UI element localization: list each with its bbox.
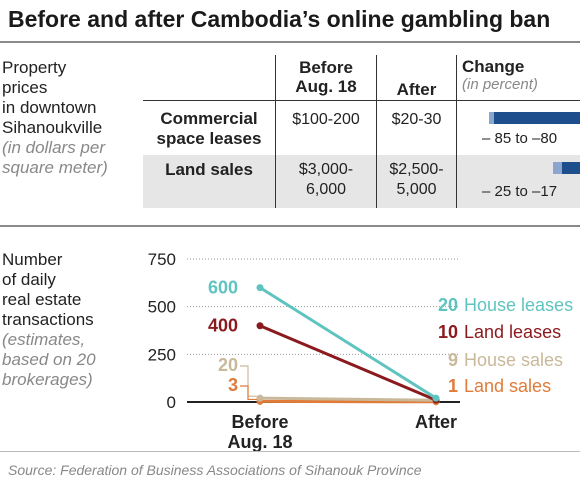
data-point	[432, 394, 440, 402]
chart-label-line: of daily	[2, 270, 56, 289]
header-after: After	[396, 80, 437, 99]
change-bar-dark	[561, 162, 580, 174]
x-tick-label: After	[415, 412, 457, 432]
chart-note-line: brokerages)	[2, 370, 93, 389]
header-before: Before Aug. 18	[276, 58, 376, 96]
label-leader	[240, 385, 257, 401]
table-label-line: Property	[2, 58, 67, 77]
row-land-before: $3,000- 6,000	[276, 160, 376, 200]
row-name-line: space leases	[156, 129, 262, 148]
column-divider	[376, 55, 377, 208]
cell-line: $3,000-	[298, 161, 354, 178]
header-change-unit: (in percent)	[462, 76, 538, 93]
label-leader	[240, 365, 257, 397]
row-commercial-name: Commercial space leases	[143, 109, 275, 149]
column-divider	[275, 55, 276, 208]
cell-line: 6,000	[305, 181, 347, 198]
source-note: Source: Federation of Business Associati…	[8, 462, 422, 478]
legend-label: Land leases	[464, 322, 561, 342]
header-change: Change (in percent)	[462, 57, 538, 94]
series-line	[259, 396, 437, 402]
legend-label: Land sales	[464, 376, 551, 396]
bottom-divider	[0, 451, 580, 452]
table-unit-note: (in dollars per	[2, 138, 105, 157]
x-tick-label: Before	[231, 412, 288, 432]
series-line	[259, 286, 437, 400]
chart-label-line: real estate	[2, 290, 82, 309]
table-unit-note: square meter)	[2, 158, 108, 177]
legend-label: House leases	[464, 295, 573, 315]
column-divider	[456, 55, 457, 208]
series-line	[259, 324, 437, 402]
data-point	[256, 322, 264, 330]
data-point	[256, 284, 264, 292]
header-before-line: Before	[299, 58, 353, 77]
row-land-change: – 25 to –17	[482, 183, 558, 200]
row-land-after: $2,500- 5,000	[377, 160, 456, 200]
data-label-after: 10	[438, 322, 458, 342]
chart-label-line: transactions	[2, 310, 94, 329]
middle-divider	[0, 225, 580, 227]
y-tick-label: 500	[148, 298, 176, 317]
header-before-line: Aug. 18	[295, 77, 357, 96]
x-tick-label: Aug. 18	[227, 432, 292, 452]
chart-title: Before and after Cambodia’s online gambl…	[8, 6, 551, 32]
y-tick-label: 250	[148, 345, 176, 364]
change-bar-light	[489, 112, 495, 124]
header-change-label: Change	[462, 57, 525, 76]
row-name-line: Commercial	[160, 109, 258, 128]
table-label-line: prices	[2, 78, 48, 97]
data-label-after: 1	[448, 376, 458, 396]
data-label-before: 400	[208, 316, 238, 336]
cell-line: 5,000	[396, 181, 437, 198]
data-label-before: 3	[228, 375, 238, 395]
change-bar-light	[553, 162, 562, 174]
chart-label-line: Number	[2, 250, 63, 269]
data-point	[256, 394, 264, 402]
legend-label: House sales	[464, 350, 563, 370]
row-land-name: Land sales	[165, 160, 253, 179]
data-label-after: 20	[438, 295, 458, 315]
cell-line: $2,500-	[389, 161, 444, 178]
data-label-after: 9	[448, 350, 458, 370]
data-label-before: 600	[208, 278, 238, 298]
change-bar-dark	[494, 112, 580, 124]
data-label-before: 20	[218, 355, 238, 375]
top-divider	[0, 41, 580, 43]
row-shading	[143, 155, 580, 208]
chart-label: Number of daily real estate transactions…	[2, 250, 96, 390]
row-commercial-after: $20-30	[391, 111, 442, 128]
y-tick-label: 750	[148, 250, 176, 269]
change-bar-land	[473, 162, 580, 174]
table-label-line: in downtown	[2, 98, 97, 117]
chart-note-line: based on 20	[2, 350, 96, 369]
row-commercial-before: $100-200	[292, 111, 360, 128]
header-underline	[143, 100, 580, 101]
table-label-line: Sihanoukville	[2, 118, 103, 137]
chart-note-line: (estimates,	[2, 330, 86, 349]
table-label: Property prices in downtown Sihanoukvill…	[2, 58, 108, 178]
y-tick-label: 0	[167, 393, 176, 412]
change-bar-commercial	[473, 112, 580, 124]
row-commercial-change: – 85 to –80	[482, 130, 558, 147]
